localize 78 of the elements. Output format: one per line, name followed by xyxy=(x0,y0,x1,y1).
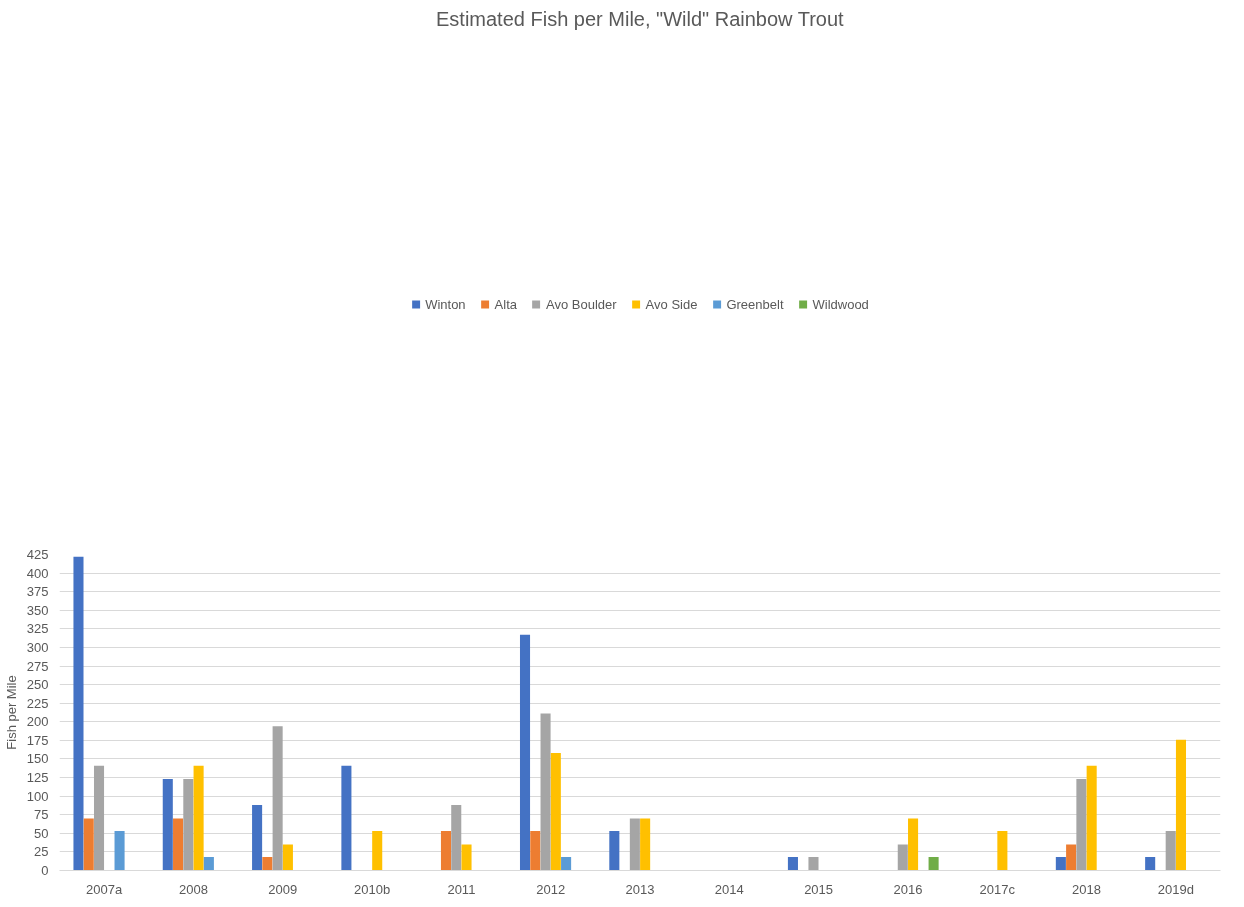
x-tick-label: 2018 xyxy=(1072,881,1101,897)
bar xyxy=(73,556,84,871)
y-tick-label: 375 xyxy=(26,584,49,600)
chart-title: Estimated Fish per Mile, "Wild" Rainbow Trout xyxy=(435,7,845,30)
x-tick-label: 2013 xyxy=(625,881,655,897)
bar xyxy=(1066,844,1077,871)
bar xyxy=(1175,739,1187,871)
bar xyxy=(540,713,551,871)
y-tick-label: 150 xyxy=(26,751,49,767)
y-tick-label: 75 xyxy=(34,807,49,823)
bar xyxy=(1076,779,1087,871)
y-tick-label: 125 xyxy=(26,770,49,786)
bar xyxy=(461,844,472,871)
x-tick-label: 2007a xyxy=(86,881,123,897)
x-tick-label: 2011 xyxy=(447,881,476,897)
bar xyxy=(341,765,352,871)
bar xyxy=(1165,831,1176,871)
y-tick-label: 225 xyxy=(26,695,49,711)
bar xyxy=(609,831,620,871)
y-tick-label: 50 xyxy=(34,825,49,841)
y-tick-label: 25 xyxy=(34,844,49,860)
bar xyxy=(1055,857,1066,871)
bar xyxy=(530,831,541,871)
bar xyxy=(519,634,531,871)
bar xyxy=(897,844,908,871)
y-tick-label: 300 xyxy=(26,639,49,655)
legend-label: Winton xyxy=(425,296,466,312)
bar xyxy=(997,831,1008,871)
x-tick-label: 2015 xyxy=(804,881,834,897)
x-tick-label: 2019d xyxy=(1157,881,1194,897)
x-tick-label: 2012 xyxy=(536,881,566,897)
bar xyxy=(93,765,105,871)
bar xyxy=(808,857,819,871)
y-axis-title: Fish per Mile xyxy=(3,675,19,750)
bar xyxy=(908,818,919,871)
bar xyxy=(162,779,173,871)
legend-label: Avo Side xyxy=(645,296,698,312)
bar xyxy=(262,857,273,871)
bar xyxy=(203,857,214,871)
x-tick-label: 2014 xyxy=(714,881,744,897)
bar xyxy=(561,857,572,871)
x-tick-label: 2017c xyxy=(979,881,1016,897)
bar xyxy=(252,805,263,871)
bar xyxy=(629,818,640,871)
legend-label: Avo Boulder xyxy=(546,296,617,312)
y-tick-label: 425 xyxy=(26,547,49,562)
bar xyxy=(640,818,651,871)
bar xyxy=(1086,765,1097,871)
bar xyxy=(372,831,383,871)
y-tick-label: 275 xyxy=(26,658,49,674)
bar xyxy=(440,831,452,871)
bar xyxy=(193,765,204,871)
bar xyxy=(114,831,125,871)
y-tick-label: 175 xyxy=(26,732,49,748)
bar xyxy=(928,857,939,871)
legend-label: Wildwood xyxy=(812,296,869,312)
bar xyxy=(550,753,561,871)
y-tick-label: 100 xyxy=(26,788,49,804)
y-tick-label: 325 xyxy=(26,621,49,637)
x-tick-label: 2016 xyxy=(893,881,923,897)
bar xyxy=(183,779,194,871)
bar xyxy=(787,857,798,871)
y-tick-label: 250 xyxy=(26,677,49,693)
x-tick-label: 2008 xyxy=(179,881,208,897)
bar xyxy=(1145,857,1156,871)
y-tick-label: 350 xyxy=(26,602,49,618)
legend-label: Alta xyxy=(494,296,518,312)
bar xyxy=(282,844,293,871)
legend-label: Greenbelt xyxy=(726,296,784,312)
x-tick-label: 2010b xyxy=(354,881,391,897)
y-tick-label: 200 xyxy=(26,714,49,730)
bar xyxy=(272,726,283,871)
x-tick-label: 2009 xyxy=(268,881,298,897)
y-tick-label: 0 xyxy=(41,863,49,878)
bar xyxy=(451,805,462,871)
bar xyxy=(83,818,94,871)
bar xyxy=(173,818,184,871)
y-tick-label: 400 xyxy=(26,565,49,581)
